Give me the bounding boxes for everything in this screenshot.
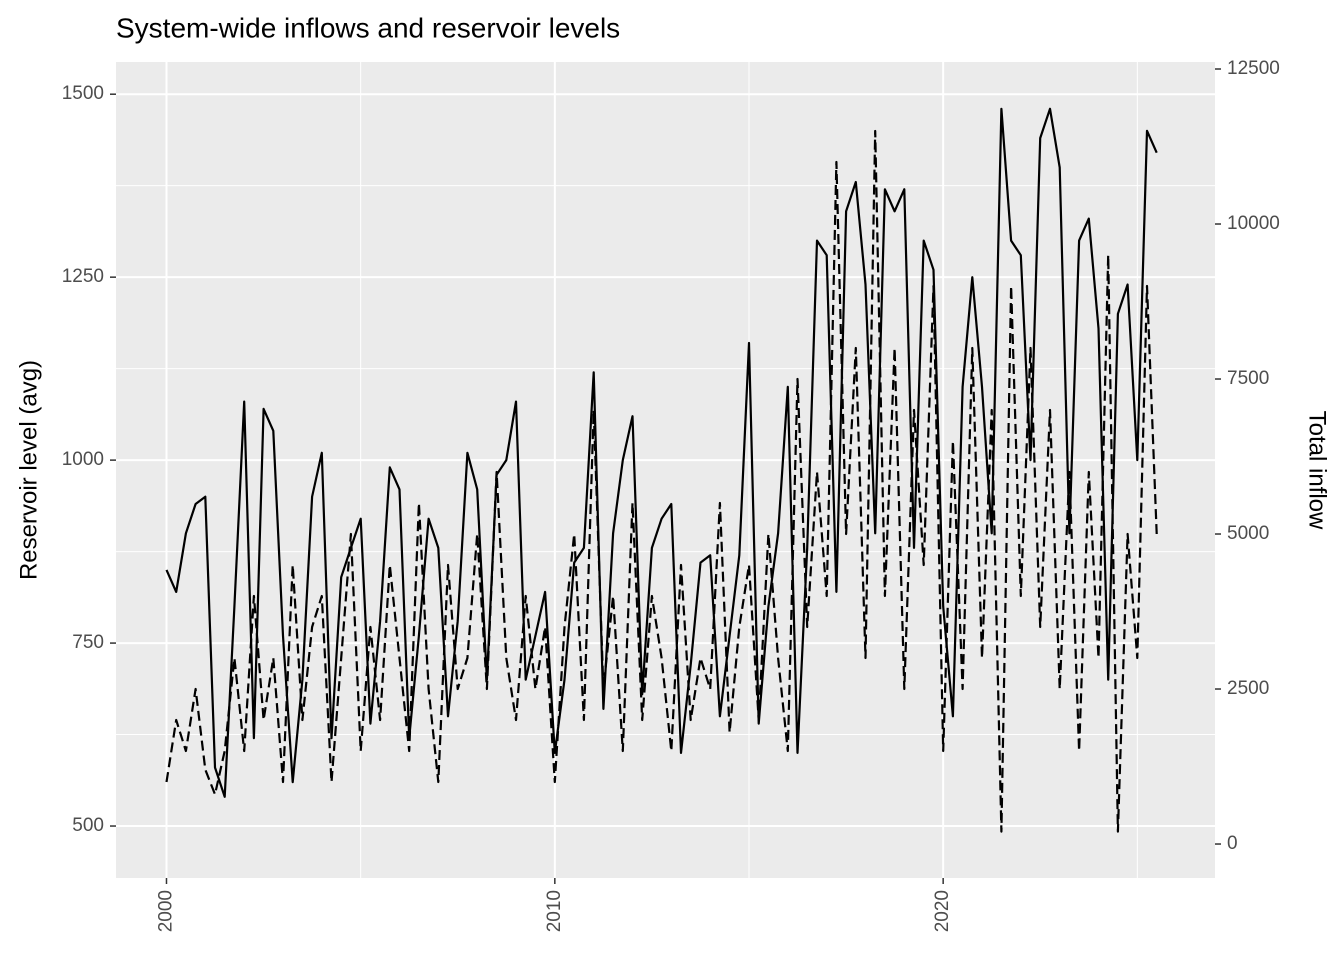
x-tick-label: 2010 (544, 890, 565, 932)
x-tick-label: 2020 (932, 890, 953, 932)
y-axis-label: Reservoir level (avg) (15, 360, 42, 580)
y2-tick-label: 5000 (1227, 523, 1269, 544)
series-line (165, 107, 1158, 798)
y2-tick-label: 7500 (1227, 368, 1269, 389)
y-tick-label: 1250 (62, 266, 104, 287)
y2-tick-label: 10000 (1227, 213, 1280, 234)
x-tick-label: 2000 (155, 890, 176, 932)
y-tick-label: 1000 (62, 449, 104, 470)
y2-tick-label: 2500 (1227, 678, 1269, 699)
y2-tick-label: 0 (1227, 833, 1238, 854)
panel (116, 62, 1215, 878)
series-line (165, 129, 1158, 833)
y2-axis-label: Total inflow (1304, 411, 1331, 530)
chart-title: System-wide inflows and reservoir levels (116, 12, 620, 43)
y-tick-label: 750 (72, 632, 104, 653)
y-tick-label: 1500 (62, 83, 104, 104)
y2-tick-label: 12500 (1227, 58, 1280, 79)
y-tick-label: 500 (72, 815, 104, 836)
